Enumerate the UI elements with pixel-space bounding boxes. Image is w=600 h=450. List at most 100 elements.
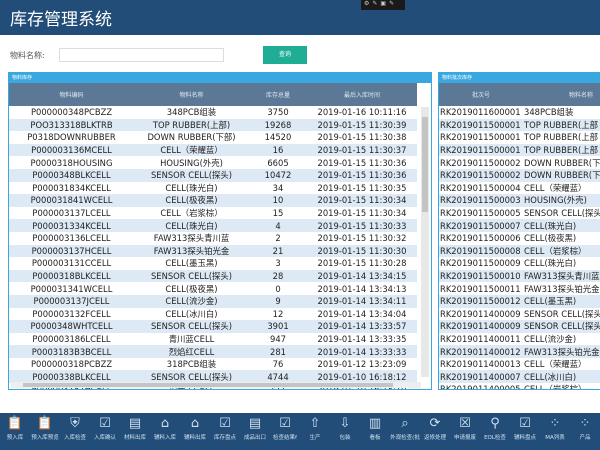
table-cell: 3901 — [249, 320, 307, 333]
table-row[interactable]: P000031334KCELL CELL(珠光白) 4 2019-01-15 11:3… — [9, 219, 417, 232]
table-row[interactable]: P0000338BLKCELL SENSOR CELL(探头) 4744 2019-0… — [9, 370, 417, 384]
table-cell: 2019-01-15 11:30:34 — [307, 194, 417, 207]
toolbar-button[interactable]: ⇧ 生产 — [300, 413, 330, 450]
table-row[interactable]: RK2019011500002 DOWN RUBBER(下 — [439, 168, 600, 182]
col-total-stock[interactable]: 库存总量 — [249, 83, 307, 106]
toolbar-button[interactable]: ⛨ 入库检查 — [60, 413, 90, 450]
table-row[interactable]: RK2019011500009 CELL(珠光白) — [439, 257, 600, 270]
table-row[interactable]: POO313318BLKTRB TOP RUBBER(上部) 19268 2019-0… — [9, 118, 417, 132]
table-cell: 2019-01-14 13:34:11 — [307, 294, 417, 308]
toolbar-button[interactable]: ☑ 入库确认 — [90, 413, 120, 450]
table-row[interactable]: P0000348BLKCELL SENSOR CELL(探头) 10472 2019-… — [9, 168, 417, 182]
table-row[interactable]: RK2019011500007 CELL(珠光白) — [439, 219, 600, 232]
table-cell: 281 — [249, 345, 307, 358]
table-row[interactable]: RK2019011500012 CELL(墨玉黑) — [439, 294, 600, 308]
clipboard-check-icon: ☑ — [519, 416, 531, 431]
toolbar-button[interactable]: ☒ 申请报废 — [450, 413, 480, 450]
table-row[interactable]: RK2019011400007 CELL(冰川白) — [439, 370, 600, 384]
toolbar-button[interactable]: 📋 预入库预览 — [30, 413, 60, 450]
toolbar-button[interactable]: ▤ 材料出库 — [120, 413, 150, 450]
table-row[interactable]: RK2019011500001 TOP RUBBER(上部 — [439, 118, 600, 132]
toolbar-button[interactable]: ⟳ 返修处理 — [420, 413, 450, 450]
document-chart-icon: ▤ — [248, 416, 262, 431]
toolbar-button[interactable]: ⇩ 包装 — [330, 413, 360, 450]
table-row[interactable]: P000000348PCBZZ 348PCB组装 3750 2019-01-16 10… — [9, 106, 417, 119]
table-row[interactable]: P000003137HCELL FAW313探头铂光金 21 2019-01-15 1… — [9, 244, 417, 258]
table-cell: 348PCB组装 — [166, 107, 217, 118]
material-name-input[interactable] — [59, 48, 224, 62]
table-row[interactable]: P000003137JCELL CELL(流沙金) 9 2019-01-14 13:3… — [9, 294, 417, 308]
table-row[interactable]: P000000318PCBZZ 318PCB组装 76 2019-01-12 13:2… — [9, 358, 417, 371]
toolbar-button[interactable]: ☑ 检查结果f — [270, 413, 300, 450]
table-row[interactable]: P000003132FCELL CELL(冰川白) 12 2019-01-14 13:… — [9, 308, 417, 321]
toolbar-button[interactable]: ⌕ 外观检查(批 — [390, 413, 420, 450]
table-row[interactable]: RK2019011500001 TOP RUBBER(上部 — [439, 143, 600, 157]
table-row[interactable]: RK2019011500004 CELL（荣耀蓝） — [439, 182, 600, 195]
shield-icon: ⛨ — [70, 416, 80, 431]
col-material-name[interactable]: 物料名称 — [523, 83, 600, 106]
table-row[interactable]: P0000318BLKCELL SENSOR CELL(探头) 28 2019-01-… — [9, 269, 417, 283]
table-row[interactable]: P000031841WCELL CELL(极夜黑) 10 2019-01-15 11:… — [9, 194, 417, 207]
table-cell: SENSOR CELL(探头) — [134, 320, 249, 333]
toolbar-button[interactable]: ▥ 看板 — [360, 413, 390, 450]
toolbar-button[interactable]: ⁘ MA列表 — [540, 413, 570, 450]
toolbar-button[interactable]: ⚲ EOL检查 — [480, 413, 510, 450]
table-row[interactable]: RK2019011400012 FAW313探头铂光金 — [439, 345, 600, 358]
table-row[interactable]: RK2019011400009 SENSOR CELL(探头 — [439, 320, 600, 333]
table-cell: 2019-01-15 11:30:39 — [307, 118, 417, 132]
table-row[interactable]: RK2019011500011 FAW313探头铂光金 — [439, 282, 600, 295]
col-batch-no[interactable]: 批次号 — [439, 83, 523, 106]
table-cell: CELL（岩浆棕） — [524, 384, 587, 390]
toolbar-label: 辅料盘点 — [513, 435, 536, 441]
toolbar-button[interactable]: ⁘ 产品 — [570, 413, 600, 450]
table-row[interactable]: P000003137LCELL CELL（岩浆棕） 15 2019-01-15 11:… — [9, 207, 417, 220]
table-row[interactable]: RK2019011600001 348PCB组装 — [439, 106, 600, 119]
table-row[interactable]: RK2019011500002 DOWN RUBBER(下 — [439, 156, 600, 169]
table-row[interactable]: P000003136LCELL FAW313探头青川蓝 2 2019-01-15 11… — [9, 232, 417, 245]
clipboard-check-icon: ☑ — [219, 416, 231, 431]
table-cell: 2019-01-10 16:18:12 — [307, 370, 417, 384]
toolbar-button[interactable]: ☑ 库存盘点 — [210, 413, 240, 450]
table-row[interactable]: RK2019011500001 TOP RUBBER(上部 — [439, 131, 600, 144]
table-row[interactable]: RK2019011500010 FAW313探头青川蓝 — [439, 269, 600, 283]
toolbar-button[interactable]: ⌂ 辅料出库 — [180, 413, 210, 450]
table-cell: 2019-01-15 11:30:34 — [317, 208, 407, 219]
table-row[interactable]: RK2019011400013 CELL（荣耀蓝） — [439, 358, 600, 371]
table-row[interactable]: P000003131CCELL CELL(墨玉黑) 3 2019-01-15 11:3… — [9, 257, 417, 270]
table-cell: P000003137HCELL — [9, 244, 134, 258]
toolbar-button[interactable]: 📋 预入库 — [0, 413, 30, 450]
table-cell: P000031341WCELL — [30, 283, 113, 294]
table-row[interactable]: RK2019011500003 HOUSING(外壳) — [439, 194, 600, 207]
table-row[interactable]: P0000318HOUSING HOUSING(外壳) 6605 2019-01-15… — [9, 156, 417, 169]
table-cell: 4 — [249, 219, 307, 232]
table-row[interactable]: P000031341WCELL CELL(极夜黑) 0 2019-01-14 13:3… — [9, 282, 417, 295]
table-cell: 2019-01-16 10:11:16 — [317, 107, 407, 118]
table-row[interactable]: P0000348WHTCELL SENSOR CELL(探头) 3901 2019-0… — [9, 320, 417, 333]
toolbar-button[interactable]: ☑ 辅料盘点 — [510, 413, 540, 450]
toolbar-label: 检查结果f — [273, 435, 297, 441]
table-row[interactable]: P0003183B3BCELL 烈焰红CELL 281 2019-01-14 13:3… — [9, 345, 417, 358]
table-cell: TOP RUBBER(上部 — [524, 132, 598, 143]
table-row[interactable]: P0318DOWNRUBBER DOWN RUBBER(下部) 14520 2019-… — [9, 131, 417, 144]
table-row[interactable]: RK2019011400009 SENSOR CELL(探头 — [439, 308, 600, 321]
horizontal-scrollbar[interactable] — [11, 382, 421, 388]
window-controls[interactable]: ⚙✎▣✎ — [361, 0, 405, 10]
table-row[interactable]: RK2019011500006 CELL(极夜黑) — [439, 232, 600, 245]
col-last-inbound[interactable]: 最后入库时间 — [307, 83, 417, 106]
table-cell: P0000348WHTCELL — [9, 320, 134, 333]
grid-icon: ⁘ — [579, 416, 591, 431]
toolbar-button[interactable]: ⌂ 辅料入库 — [150, 413, 180, 450]
vertical-scrollbar[interactable] — [421, 107, 429, 377]
col-material-code[interactable]: 物料编码 — [9, 83, 134, 106]
table-row[interactable]: P000003136MCELL CELL（荣耀蓝） 16 2019-01-15 11:… — [9, 143, 417, 157]
toolbar-button[interactable]: ▤ 成品出口 — [240, 413, 270, 450]
col-material-name[interactable]: 物料名称 — [134, 83, 249, 106]
query-button[interactable]: 查询 — [263, 46, 307, 64]
table-row[interactable]: P000003186LCELL 青川蓝CELL 947 2019-01-14 13:3… — [9, 333, 417, 346]
table-cell: 2019-01-15 11:30:36 — [317, 157, 407, 168]
table-row[interactable]: RK2019011500008 CELL（岩浆棕） — [439, 244, 600, 258]
table-row[interactable]: RK2019011500005 SENSOR CELL(探头 — [439, 207, 600, 220]
table-row[interactable]: P000031834KCELL CELL(珠光白) 34 2019-01-15 11:… — [9, 182, 417, 195]
table-row[interactable]: RK2019011400005 CELL（岩浆棕） — [439, 383, 600, 390]
table-row[interactable]: RK2019011400011 CELL(流沙金) — [439, 333, 600, 346]
